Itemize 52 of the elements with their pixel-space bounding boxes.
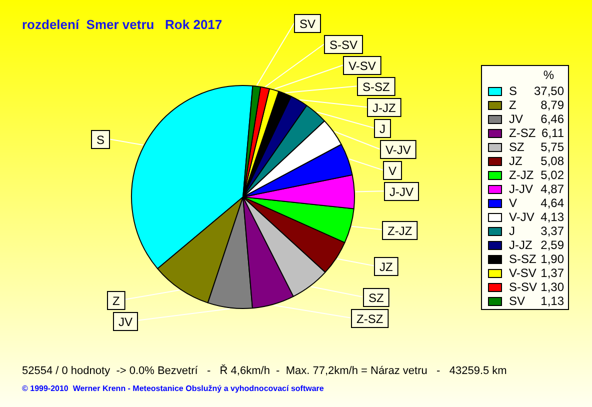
legend-title: %: [542, 68, 555, 82]
slice-label: S-SZ: [362, 80, 390, 94]
legend-label: V-JV: [509, 210, 534, 224]
data-label: 5,02: [540, 168, 564, 182]
slice-label: Z: [112, 294, 120, 308]
data-label: 4,87: [540, 182, 564, 196]
legend-label: SV: [509, 294, 526, 308]
data-label: 4,64: [540, 196, 564, 210]
legend-label: J: [509, 224, 515, 238]
slice-label: J: [380, 122, 386, 136]
data-label: 4,13: [540, 210, 564, 224]
data-label: 1,13: [540, 294, 564, 308]
data-label: 5,08: [540, 154, 564, 168]
legend-label: S-SV: [509, 280, 538, 294]
data-label: 3,37: [540, 224, 564, 238]
legend-label: V: [509, 196, 518, 210]
slice-label: V-JV: [386, 142, 411, 157]
data-label: 2,59: [540, 238, 564, 252]
data-label: 6,11: [542, 126, 564, 140]
text: 52554 / 0 hodnoty -> 0.0% Bezvetrí - Ř 4,6km/h - Max. 77,2km/h = Náraz vetru - 43259.5 km: [22, 364, 507, 378]
legend-label: Z-SZ: [509, 126, 536, 140]
legend-label: Z: [509, 98, 516, 112]
legend-label: SZ: [509, 140, 524, 154]
data-label: 5,75: [540, 140, 564, 154]
legend-label: JZ: [509, 154, 522, 168]
legend-label: Z-JZ: [509, 168, 534, 182]
slice-label: S: [96, 132, 105, 147]
slice-label: V: [388, 164, 397, 178]
slice-label: SV: [299, 16, 316, 31]
slice-label: JV: [118, 314, 133, 329]
data-label: 1,90: [540, 252, 564, 266]
legend-label: V-SV: [509, 266, 536, 280]
data-label: 6,46: [540, 112, 564, 126]
legend-label: J-JV: [509, 182, 533, 196]
slice-label: Z-SZ: [356, 312, 384, 326]
slice-label: V-SV: [348, 58, 376, 73]
text: © 1999-2010 Werner Krenn - Meteostanice Obslužný a vyhodnocovací software: [22, 383, 324, 395]
slice-label: S-SV: [329, 38, 358, 52]
slice-label: J-JV: [390, 184, 414, 199]
data-label: 1,30: [540, 280, 564, 294]
data-label: 1,37: [540, 266, 564, 280]
legend-label: S: [509, 84, 518, 98]
slice-label: SZ: [368, 290, 384, 305]
legend-label: JV: [509, 112, 524, 126]
legend-label: S-SZ: [509, 252, 536, 266]
slice-label: Z-JZ: [388, 224, 412, 238]
data-label: 37,50: [534, 84, 564, 98]
chart-title: rozdelení Smer vetru Rok 2017: [22, 17, 222, 33]
slice-label: JZ: [379, 260, 393, 274]
legend-label: J-JZ: [509, 238, 532, 252]
data-label: 8,79: [540, 98, 564, 112]
slice-label: J-JZ: [372, 100, 396, 115]
